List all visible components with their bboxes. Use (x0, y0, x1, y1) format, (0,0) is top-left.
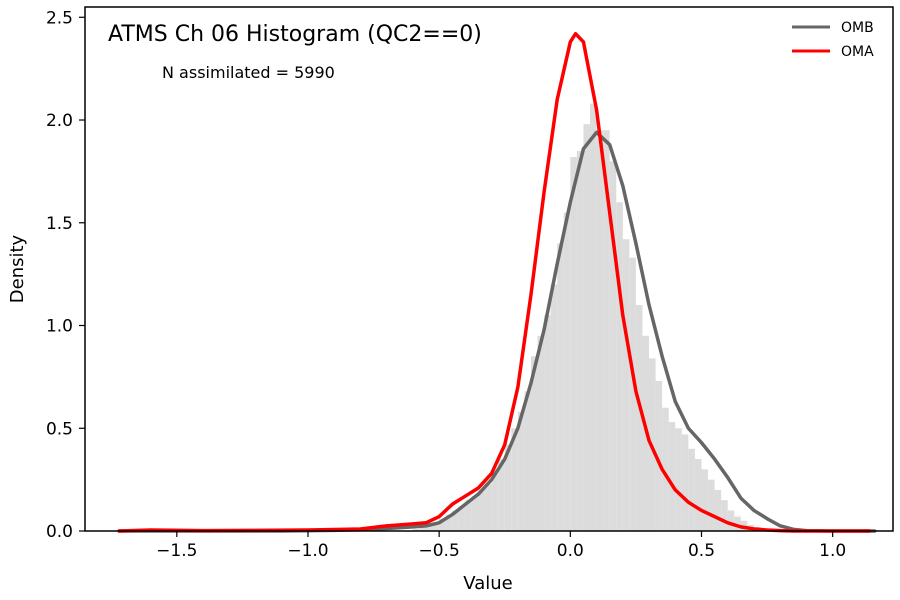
x-tick-label: −1.5 (156, 541, 197, 561)
histogram-bar (537, 335, 545, 531)
x-tick-label: 0.5 (688, 541, 715, 561)
y-tick-label: 1.5 (46, 214, 73, 234)
histogram-bar (609, 161, 617, 531)
histogram-bar (727, 510, 735, 531)
histogram-bar (570, 157, 577, 531)
histogram-bar (439, 518, 446, 531)
series-line-omb (117, 130, 877, 533)
x-tick-label: 0.0 (557, 541, 584, 561)
y-tick-label: 0.0 (46, 522, 73, 542)
histogram-bar (412, 528, 420, 531)
histogram-bar (688, 448, 695, 531)
series-line-oma (117, 31, 872, 533)
y-tick-label: 0.5 (46, 419, 73, 439)
histogram-bar (544, 315, 551, 531)
histogram-bar (498, 459, 505, 531)
legend: OMB OMA (792, 20, 874, 60)
chart-title: ATMS Ch 06 Histogram (QC2==0) (108, 22, 482, 47)
histogram-bar (530, 356, 538, 531)
histogram-bar (701, 469, 709, 531)
histogram-bar (504, 444, 512, 531)
histogram-bar (426, 524, 433, 531)
y-tick-label: 1.0 (46, 317, 73, 337)
plot-frame (84, 6, 894, 532)
histogram-bar (478, 489, 486, 531)
histogram-bar (714, 489, 722, 531)
x-axis: −1.5 −1.0 −0.5 0.0 0.5 1.0 (156, 531, 846, 561)
y-tick-label: 2.0 (46, 111, 73, 131)
legend-label-oma: OMA (841, 44, 874, 60)
histogram-bar (524, 391, 531, 531)
histogram-bar (635, 304, 643, 531)
histogram-bar (419, 526, 427, 531)
y-tick-label: 2.5 (46, 8, 73, 28)
histogram-bar (557, 243, 564, 531)
histogram-bar (517, 411, 525, 531)
histogram-bar (590, 103, 597, 532)
histogram-bar (655, 380, 663, 531)
n-assimilated-annotation: N assimilated = 5990 (162, 63, 335, 82)
histogram-bar (629, 257, 636, 531)
histogram-bar (603, 130, 610, 531)
histogram-bar (465, 500, 472, 531)
density-lines (117, 31, 877, 533)
y-axis-label: Density (7, 234, 28, 303)
histogram-bar (622, 239, 630, 531)
histogram-bar (471, 496, 479, 531)
histogram-bar (694, 459, 702, 531)
histogram-bar (681, 434, 689, 531)
histogram-bar (708, 479, 715, 531)
histogram-bar (583, 124, 590, 532)
histogram-bar (662, 407, 669, 531)
histogram-bar (576, 150, 584, 531)
legend-label-omb: OMB (841, 20, 874, 36)
histogram-bar (550, 284, 558, 531)
histogram-bar (721, 500, 728, 531)
histogram-bars (412, 103, 781, 532)
histogram-bar (675, 428, 682, 531)
histogram-bar (596, 130, 604, 531)
x-tick-label: 1.0 (819, 541, 846, 561)
histogram-bar (734, 516, 741, 531)
histogram-bar (458, 506, 466, 531)
histogram-bar (445, 514, 453, 531)
x-tick-label: −1.0 (287, 541, 328, 561)
histogram-bar (485, 483, 492, 531)
histogram-bar (432, 522, 440, 531)
y-axis: 0.0 0.5 1.0 1.5 2.0 2.5 (46, 8, 85, 542)
histogram-bar (563, 212, 571, 532)
histogram-bar (668, 422, 676, 531)
histogram-bar (452, 510, 459, 531)
x-tick-label: −0.5 (419, 541, 460, 561)
histogram-bar (616, 202, 623, 531)
histogram-bar (491, 473, 499, 531)
histogram-bar (511, 428, 518, 531)
x-axis-label: Value (463, 573, 512, 594)
